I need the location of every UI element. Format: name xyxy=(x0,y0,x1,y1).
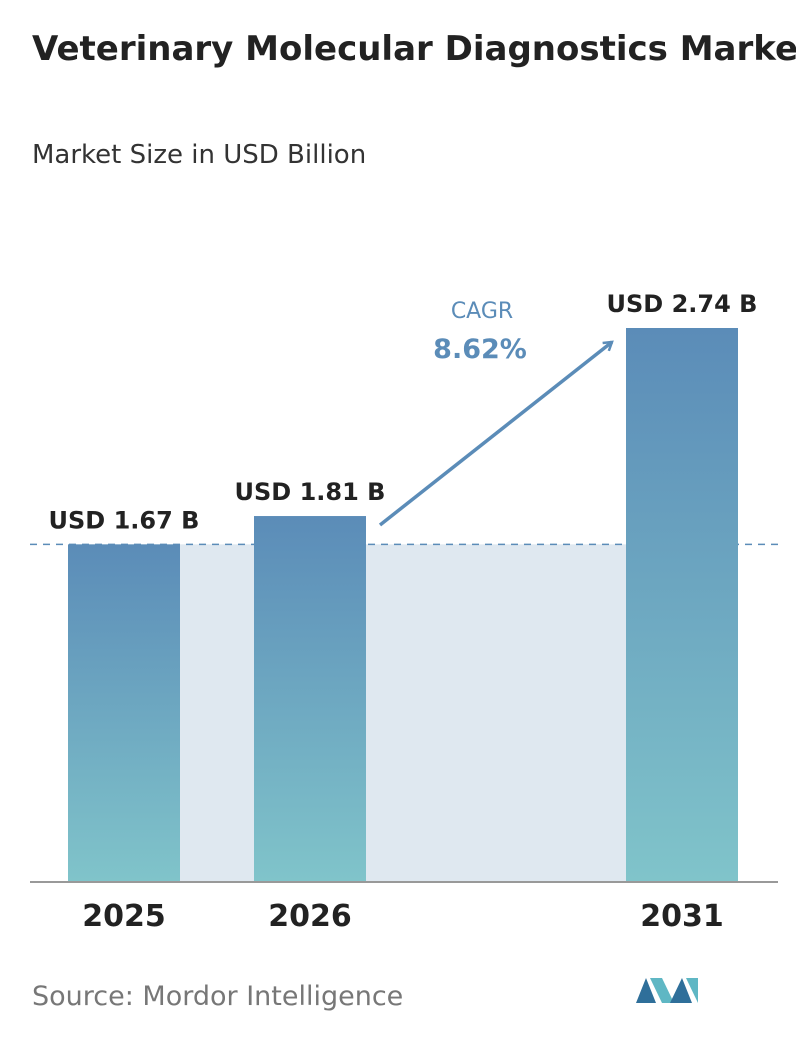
x-tick-label: 2026 xyxy=(268,899,352,934)
value-label: USD 1.81 B xyxy=(235,478,386,506)
x-tick-label: 2031 xyxy=(640,899,724,934)
chart-title: Veterinary Molecular Diagnostics Market xyxy=(32,29,796,69)
cagr-arrow xyxy=(378,342,612,527)
value-label: USD 1.67 B xyxy=(49,506,200,534)
cagr-value: 8.62% xyxy=(433,334,527,365)
plot-area: USD 1.67 B 2025 USD 1.81 B 2026 USD 2.74 B 20… xyxy=(30,290,780,934)
bar xyxy=(68,544,180,882)
reference-band xyxy=(180,544,626,882)
source: Source: Mordor Intelligence xyxy=(32,981,403,1012)
logo xyxy=(636,978,698,1003)
chart-subtitle: Market Size in USD Billion xyxy=(32,140,366,170)
cagr-label: CAGR xyxy=(451,299,513,324)
x-tick-label: 2025 xyxy=(82,899,166,934)
bar xyxy=(626,328,738,882)
value-label: USD 2.74 B xyxy=(607,290,758,318)
bar xyxy=(254,516,366,882)
